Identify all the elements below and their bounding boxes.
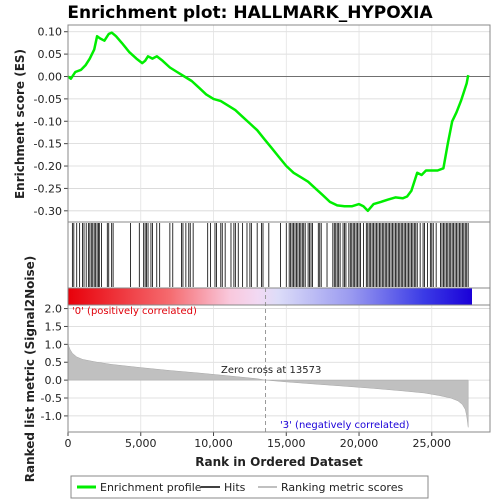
es-y-tick-label: -0.15 [34,138,62,151]
es-y-tick-label: -0.20 [34,160,62,173]
metric-y-tick-label: -0.5 [41,392,62,405]
legend-item-enrichment-profile: Enrichment profile [77,481,202,494]
es-y-ticks: 0.10 0.05 0.00 -0.05 -0.10 -0.15 -0.20 -0.25 -0.… [34,26,68,218]
metric-y-tick-label: 0.0 [45,374,63,387]
x-tick-label: 20,000 [340,437,379,450]
metric-y-tick-label: -1.0 [41,410,62,423]
es-y-tick-label: 0.05 [38,48,63,61]
es-y-tick-label: -0.25 [34,182,62,195]
legend-item-hits: Hits [201,481,246,494]
metric-y-tick-label: 2.0 [45,303,63,316]
zero-cross-label: Zero cross at 13573 [221,365,321,376]
legend-label-enrichment-profile: Enrichment profile [100,481,202,494]
legend-label-hits: Hits [224,481,246,494]
metric-y-ticks: 2.0 1.5 1.0 0.5 0.0 -0.5 -1.0 [41,303,68,423]
hits-panel [67,221,491,289]
legend: Enrichment profile Hits Ranking metric s… [70,475,429,499]
metric-y-axis-label: Ranked list metric (Signal2Noise) [23,256,37,483]
x-tick-label: 0 [65,437,72,450]
positive-correlation-label: '0' (positively correlated) [72,306,197,317]
es-y-tick-label: 0.00 [38,70,63,83]
es-y-tick-label: 0.10 [38,26,63,39]
legend-label-ranking-metric: Ranking metric scores [281,481,403,494]
x-tick-label: 15,000 [267,437,306,450]
x-axis-ticks: 0 5,000 10,000 15,000 20,000 25,000 [65,432,452,450]
chart-title: Enrichment plot: HALLMARK_HYPOXIA [67,3,433,23]
metric-y-tick-label: 0.5 [45,356,63,369]
metric-panel: 2.0 1.5 1.0 0.5 0.0 -0.5 -1.0 0 5,000 10,000 15,0… [41,288,491,450]
metric-y-tick-label: 1.0 [45,338,63,351]
es-y-tick-label: -0.30 [34,205,62,218]
metric-y-tick-label: 1.5 [45,320,63,333]
x-tick-label: 5,000 [125,437,157,450]
rank-color-bar [67,287,491,306]
es-y-axis-label: Enrichment score (ES) [13,49,27,199]
hit-lines [71,223,469,287]
es-y-tick-label: -0.10 [34,115,62,128]
legend-item-ranking-metric: Ranking metric scores [258,481,403,494]
ranking-metric-area [67,342,469,428]
x-tick-label: 10,000 [194,437,233,450]
enrichment-profile-line [67,31,470,213]
x-tick-label: 25,000 [413,437,452,450]
es-y-tick-label: -0.05 [34,93,62,106]
x-axis-label: Rank in Ordered Dataset [195,455,363,469]
negative-correlation-label: '3' (negatively correlated) [280,420,409,431]
es-panel: 0.10 0.05 0.00 -0.05 -0.10 -0.15 -0.20 -0.25 -0.… [34,24,491,223]
